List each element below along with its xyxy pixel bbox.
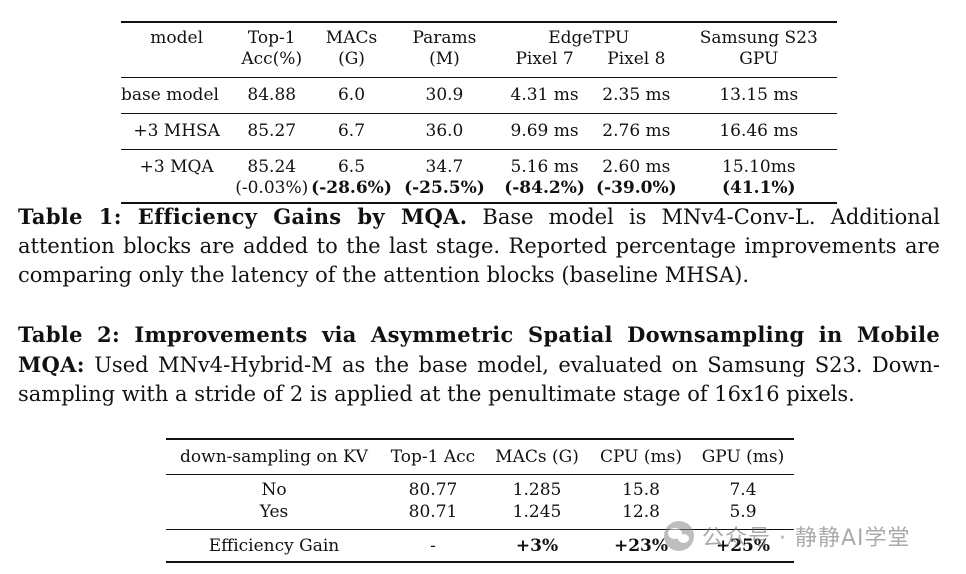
cell-gain-gpu: +25% <box>692 529 794 563</box>
improvement-pixel7: (-84.2%) <box>504 178 585 198</box>
improvement-top1: (-0.03%) <box>235 178 309 198</box>
cell-gain-macs: +3% <box>484 529 590 563</box>
col-edgetpu: EdgeTPU <box>497 21 681 49</box>
cell-top1: 84.88 <box>232 77 312 114</box>
table-1: model Top-1 MACs Params EdgeTPU Samsung … <box>121 21 837 204</box>
cell-params: 34.7 (-25.5%) <box>391 149 497 204</box>
cell-model: +3 MHSA <box>121 113 233 150</box>
cell-pixel7: 9.69 ms <box>497 113 593 150</box>
table-row: +3 MHSA 85.27 6.7 36.0 9.69 ms 2.76 ms 1… <box>121 113 837 150</box>
cell-downsampling: Yes <box>166 501 382 530</box>
col-top1-unit: Acc(%) <box>232 49 312 78</box>
table-row: base model 84.88 6.0 30.9 4.31 ms 2.35 m… <box>121 77 837 114</box>
watermark: 公众号 · 静静AI学堂 <box>664 520 911 552</box>
cell-params: 36.0 <box>391 113 497 150</box>
table-2-caption: Table 2: Improvements via Asymmetric Spa… <box>18 320 940 409</box>
col-macs: MACs (G) <box>484 438 590 475</box>
cell-pixel7: 5.16 ms (-84.2%) <box>497 149 593 204</box>
cell-gain-cpu: +23% <box>590 529 692 563</box>
watermark-text: 公众号 · 静静AI学堂 <box>702 526 911 551</box>
improvement-pixel8: (-39.0%) <box>596 178 677 198</box>
cell-model: base model <box>121 77 233 114</box>
col-pixel7: Pixel 7 <box>497 49 593 78</box>
table-row: No 80.77 1.285 15.8 7.4 <box>166 475 794 502</box>
col-model: model <box>121 21 233 49</box>
table-2-caption-label: Table 2: Improvements via Asymmetric Spa… <box>18 322 940 377</box>
cell-params: 30.9 <box>391 77 497 114</box>
table-row: +3 MQA 85.24 (-0.03%) 6.5 (-28.6%) 34.7 (-2… <box>121 149 837 204</box>
improvement-macs: (-28.6%) <box>311 178 392 198</box>
cell-gpu: 16.46 ms <box>680 113 837 150</box>
col-pixel8: Pixel 8 <box>592 49 681 78</box>
cell-macs: 6.7 <box>311 113 392 150</box>
col-gpu: GPU (ms) <box>692 438 794 475</box>
cell-pixel8: 2.35 ms <box>592 77 681 114</box>
cell-top1: 85.27 <box>232 113 312 150</box>
cell-macs: 1.245 <box>484 501 590 530</box>
col-samsung: Samsung S23 <box>680 21 837 49</box>
improvement-gpu: (41.1%) <box>721 178 796 198</box>
table-2-caption-text: Used MNv4-Hybrid-M as the base model, ev… <box>18 353 940 406</box>
table-row-efficiency-gain: Efficiency Gain - +3% +23% +25% <box>166 529 794 563</box>
table-1-caption-label: Table 1: Efficiency Gains by MQA. <box>18 204 468 229</box>
cell-pixel7: 4.31 ms <box>497 77 593 114</box>
col-macs: MACs <box>311 21 392 49</box>
cell-top1: 80.71 <box>382 501 484 530</box>
table-1-header-row: model Top-1 MACs Params EdgeTPU Samsung … <box>121 21 837 49</box>
cell-downsampling: No <box>261 480 287 500</box>
col-samsung-gpu: GPU <box>680 49 837 78</box>
cell-model: +3 MQA <box>121 149 233 204</box>
col-downsampling: down-sampling on KV <box>166 438 382 475</box>
cell-cpu: 15.8 <box>622 480 660 500</box>
table-2: down-sampling on KV Top-1 Acc MACs (G) C… <box>166 438 794 563</box>
cell-top1: 85.24 (-0.03%) <box>232 149 312 204</box>
cell-pixel8: 2.60 ms (-39.0%) <box>592 149 681 204</box>
col-cpu: CPU (ms) <box>590 438 692 475</box>
cell-gpu: 13.15 ms <box>680 77 837 114</box>
cell-top1: 80.77 <box>408 480 458 500</box>
table-1-subheader-row: Acc(%) (G) (M) Pixel 7 Pixel 8 GPU <box>121 49 837 78</box>
col-macs-unit: (G) <box>311 49 392 78</box>
cell-gpu: 15.10ms (41.1%) <box>680 149 837 204</box>
cell-gpu: 7.4 <box>729 480 757 500</box>
table-1-caption-text: Base model is MNv4-Conv-L. Additional at… <box>18 205 940 287</box>
col-top1-acc: Top-1 Acc <box>382 438 484 475</box>
cell-pixel8: 2.76 ms <box>592 113 681 150</box>
table-1-caption: Table 1: Efficiency Gains by MQA. Base m… <box>18 202 940 290</box>
col-params: Params <box>391 21 497 49</box>
improvement-params: (-25.5%) <box>404 178 485 198</box>
cell-gain-top1: - <box>382 529 484 563</box>
col-top1: Top-1 <box>232 21 312 49</box>
cell-macs: 6.5 (-28.6%) <box>311 149 392 204</box>
cell-gpu: 5.9 <box>692 501 794 530</box>
cell-macs: 6.0 <box>311 77 392 114</box>
col-params-unit: (M) <box>391 49 497 78</box>
cell-macs: 1.285 <box>512 480 562 500</box>
table-2-header-row: down-sampling on KV Top-1 Acc MACs (G) C… <box>166 438 794 475</box>
wechat-icon <box>664 521 694 551</box>
cell-gain-label: Efficiency Gain <box>166 529 382 563</box>
